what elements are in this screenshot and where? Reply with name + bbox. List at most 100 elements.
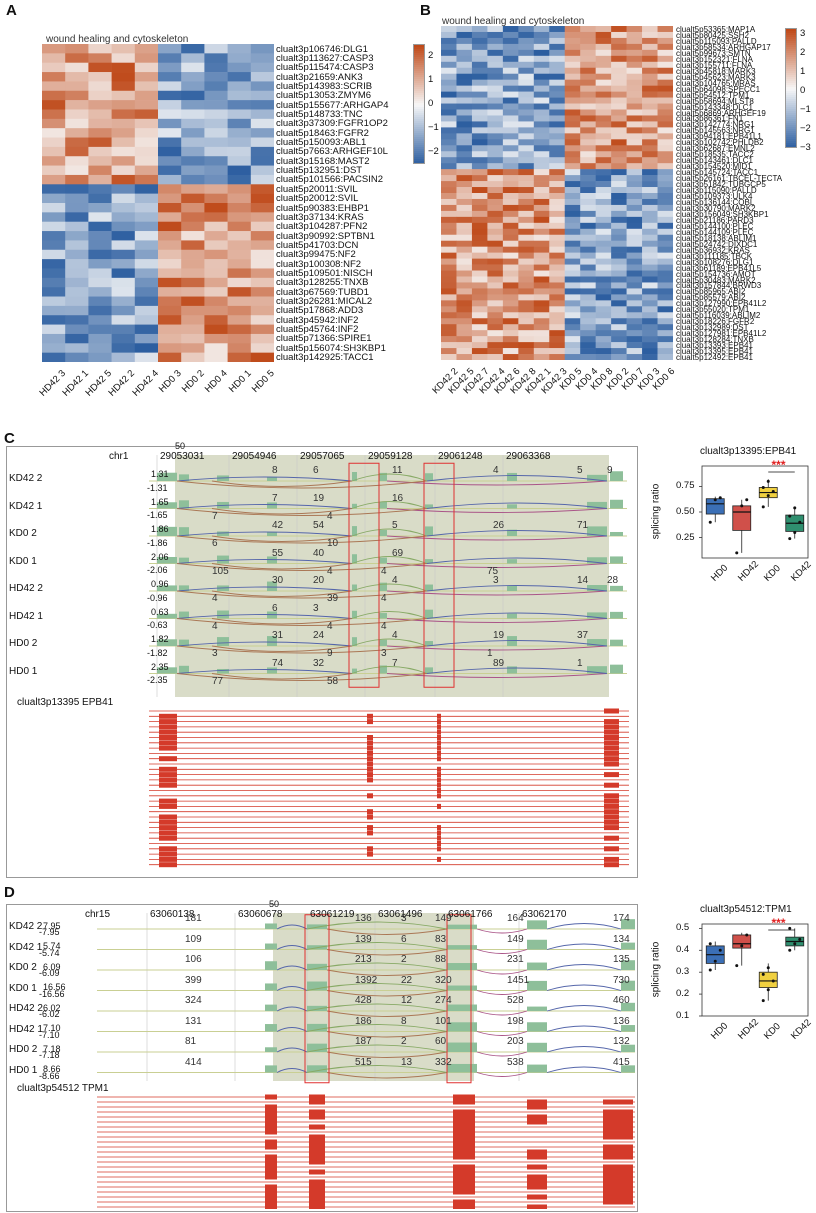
panel-b-heat-cell bbox=[642, 228, 658, 236]
panel-b-heat-cell bbox=[441, 210, 457, 218]
panel-a-heat-cell bbox=[204, 315, 228, 325]
panel-b-heat-cell bbox=[518, 258, 535, 265]
panel-b-heat-cell bbox=[518, 312, 535, 319]
heatmap-row-label: clualt5p143348:DLC1 bbox=[676, 102, 753, 112]
coverage-bar bbox=[267, 667, 277, 674]
panel-a-heat-cell bbox=[88, 277, 112, 288]
panel-a-heat-cell bbox=[250, 109, 274, 120]
panel-a-heat-cell bbox=[227, 128, 252, 138]
panel-b-heat-cell bbox=[487, 246, 504, 253]
legend-swatch bbox=[414, 77, 424, 80]
panel-a-heat-cell bbox=[65, 128, 89, 138]
panel-b-heat-cell bbox=[456, 348, 473, 355]
panel-b-heat-cell bbox=[471, 151, 488, 158]
junction-count: 7 bbox=[272, 492, 278, 504]
panel-a-heat-cell bbox=[88, 212, 112, 223]
panel-b-heat-cell bbox=[533, 330, 550, 337]
track-min: -6.02 bbox=[39, 1009, 60, 1020]
legend-tick: 3 bbox=[800, 28, 806, 39]
panel-b-heat-cell bbox=[518, 163, 535, 170]
heatmap-row-label: clualt3p142774:NRG1 bbox=[676, 120, 755, 130]
panel-b-heat-cell bbox=[456, 26, 473, 33]
panel-a-heat-cell bbox=[88, 174, 112, 185]
panel-a-heat-cell bbox=[42, 259, 66, 269]
coverage-bar bbox=[610, 499, 623, 509]
y-tick-label: 0.50 bbox=[676, 506, 695, 517]
junction-arc bbox=[546, 1046, 622, 1053]
panel-a-heat-cell bbox=[158, 44, 182, 54]
junction-count: 74 bbox=[272, 657, 284, 669]
junction-arc bbox=[426, 585, 608, 592]
panel-b-heat-cell bbox=[456, 312, 473, 319]
track-max: 7.95 bbox=[43, 920, 61, 931]
panel-b-heat-cell bbox=[611, 210, 627, 218]
panel-a-heat-cell bbox=[88, 231, 112, 241]
junction-count: 4 bbox=[493, 465, 499, 476]
junction-arc bbox=[426, 612, 608, 619]
heatmap-row-label: clualt5p115474:CASP3 bbox=[276, 62, 374, 74]
data-point bbox=[766, 479, 770, 483]
panel-b-heat-cell bbox=[611, 252, 627, 259]
panel-a-heat-cell bbox=[181, 305, 205, 316]
sample-label: KD0 2 bbox=[9, 528, 37, 539]
legend-swatch bbox=[786, 137, 796, 140]
panel-b-heat-cell bbox=[642, 330, 658, 337]
panel-b-heat-cell bbox=[518, 133, 535, 140]
sample-label: HD0 2 bbox=[9, 1044, 38, 1055]
panel-b-heat-cell bbox=[533, 342, 550, 349]
exon-block bbox=[527, 1114, 547, 1120]
panel-b-heat-cell bbox=[626, 276, 643, 283]
heatmap-row-label: clualt5p13053:ZMYM6 bbox=[276, 90, 372, 102]
junction-arc bbox=[546, 964, 622, 971]
junction-arc bbox=[546, 1025, 622, 1032]
panel-b-heat-cell bbox=[487, 240, 504, 247]
panel-b-heat-cell bbox=[642, 342, 658, 349]
panel-b-heat-cell bbox=[549, 252, 566, 259]
panel-b-heat-cell bbox=[626, 264, 643, 271]
junction-arc bbox=[306, 921, 448, 930]
panel-b-heat-cell bbox=[487, 276, 504, 283]
panel-b-heat-cell bbox=[642, 246, 658, 253]
panel-b-heat-cell bbox=[518, 79, 535, 86]
coverage-bar bbox=[527, 920, 547, 929]
panel-b-heat-cell bbox=[549, 193, 566, 200]
panel-b-heat-cell bbox=[549, 216, 566, 224]
panel-b-heat-cell bbox=[502, 97, 519, 104]
panel-b-heat-cell bbox=[549, 145, 566, 152]
panel-b-heat-cell bbox=[564, 234, 581, 242]
panel-b-heat-cell bbox=[533, 228, 550, 236]
panel-b-heat-cell bbox=[487, 312, 504, 319]
panel-b-heat-cell bbox=[502, 318, 519, 325]
exon-block bbox=[367, 846, 373, 852]
panel-b-heat-cell bbox=[502, 252, 519, 259]
panel-b-heat-cell bbox=[487, 61, 504, 69]
panel-b-heat-cell bbox=[518, 61, 535, 69]
panel-a-heat-cell bbox=[204, 72, 228, 82]
panel-b-heat-cell bbox=[533, 61, 550, 69]
panel-b-heat-cell bbox=[471, 252, 488, 259]
panel-b-heat-cell bbox=[549, 97, 566, 104]
panel-a-heat-cell bbox=[158, 81, 182, 92]
heatmap-col-label: HD0 5 bbox=[249, 368, 277, 395]
panel-b-heat-cell bbox=[657, 193, 673, 200]
panel-a-heat-cell bbox=[111, 240, 136, 251]
exon-block bbox=[159, 825, 177, 831]
panel-b-heat-cell bbox=[580, 222, 596, 230]
coordinate-label: 63061766 bbox=[448, 909, 493, 920]
panel-b-heat-cell bbox=[595, 61, 612, 69]
exon-block bbox=[604, 756, 619, 762]
panel-b-heat-cell bbox=[611, 198, 627, 206]
panel-a-heat-cell bbox=[88, 137, 112, 148]
panel-b-heat-cell bbox=[580, 336, 596, 343]
panel-a-heat-cell bbox=[158, 165, 182, 176]
junction-arc bbox=[176, 590, 428, 599]
panel-b-heat-cell bbox=[580, 324, 596, 331]
panel-b-heat-cell bbox=[595, 67, 612, 75]
heatmap-row-label: clualt5p41703:DCN bbox=[276, 239, 359, 251]
panel-a-heat-cell bbox=[111, 268, 136, 279]
panel-b-heat-cell bbox=[456, 79, 473, 86]
panel-b-heat-cell bbox=[533, 181, 550, 188]
exon-block bbox=[265, 1164, 277, 1170]
panel-b-heat-cell bbox=[642, 294, 658, 301]
panel-b-heat-cell bbox=[471, 73, 488, 80]
